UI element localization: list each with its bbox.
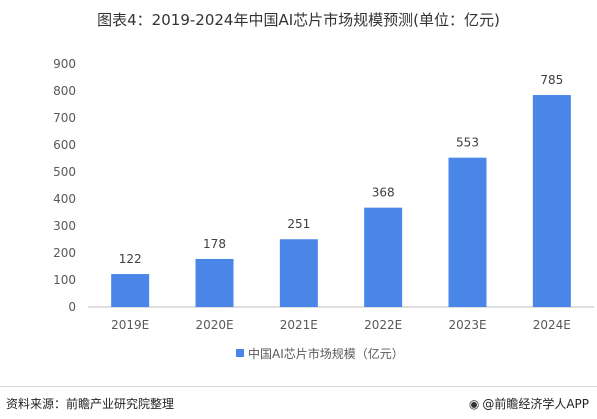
- x-tick-label: 2024E: [533, 318, 571, 332]
- legend-swatch: [236, 349, 244, 357]
- data-label: 785: [540, 73, 563, 87]
- x-tick-label: 2022E: [364, 318, 402, 332]
- y-tick-label: 100: [53, 273, 76, 287]
- footer: 资料来源：前瞻产业研究院整理 ◉ @前瞻经济学人APP: [0, 386, 597, 419]
- bar: [532, 95, 571, 307]
- bar: [364, 207, 403, 307]
- y-tick-label: 700: [53, 111, 76, 125]
- y-tick-label: 400: [53, 192, 76, 206]
- legend: 中国AI芯片市场规模（亿元）: [236, 346, 404, 361]
- bar-series: [111, 95, 571, 307]
- brand-logo-icon: ◉: [468, 397, 480, 411]
- y-tick-label: 900: [53, 57, 76, 71]
- bar: [279, 239, 318, 307]
- data-label: 122: [119, 252, 142, 266]
- data-label: 178: [203, 237, 226, 251]
- y-axis: 0 100 200 300 400 500 600 700 800 900: [53, 57, 76, 314]
- brand-text: @前瞻经济学人APP: [482, 397, 589, 411]
- bar: [195, 258, 234, 307]
- x-axis: 2019E 2020E 2021E 2022E 2023E 2024E: [111, 318, 571, 332]
- data-label: 368: [372, 186, 395, 200]
- source-note: 资料来源：前瞻产业研究院整理: [6, 397, 175, 411]
- bar-chart: 0 100 200 300 400 500 600 700 800 900 122 178 251 36…: [53, 57, 594, 361]
- brand-credit: ◉ @前瞻经济学人APP: [469, 395, 589, 412]
- x-tick-label: 2021E: [280, 318, 318, 332]
- chart-title: 图表4：2019-2024年中国AI芯片市场规模预测(单位：亿元): [97, 11, 500, 29]
- data-labels: 122 178 251 368 553 785: [119, 73, 564, 266]
- y-tick-label: 600: [53, 138, 76, 152]
- x-tick-label: 2019E: [111, 318, 149, 332]
- data-label: 251: [287, 217, 310, 231]
- y-tick-label: 800: [53, 84, 76, 98]
- data-label: 553: [456, 136, 479, 150]
- y-tick-label: 200: [53, 246, 76, 260]
- legend-label: 中国AI芯片市场规模（亿元）: [248, 346, 404, 361]
- y-tick-label: 500: [53, 165, 76, 179]
- x-tick-label: 2023E: [448, 318, 486, 332]
- y-tick-label: 0: [68, 300, 76, 314]
- x-tick-label: 2020E: [195, 318, 233, 332]
- y-tick-label: 300: [53, 219, 76, 233]
- bar: [111, 274, 150, 307]
- bar: [448, 157, 487, 307]
